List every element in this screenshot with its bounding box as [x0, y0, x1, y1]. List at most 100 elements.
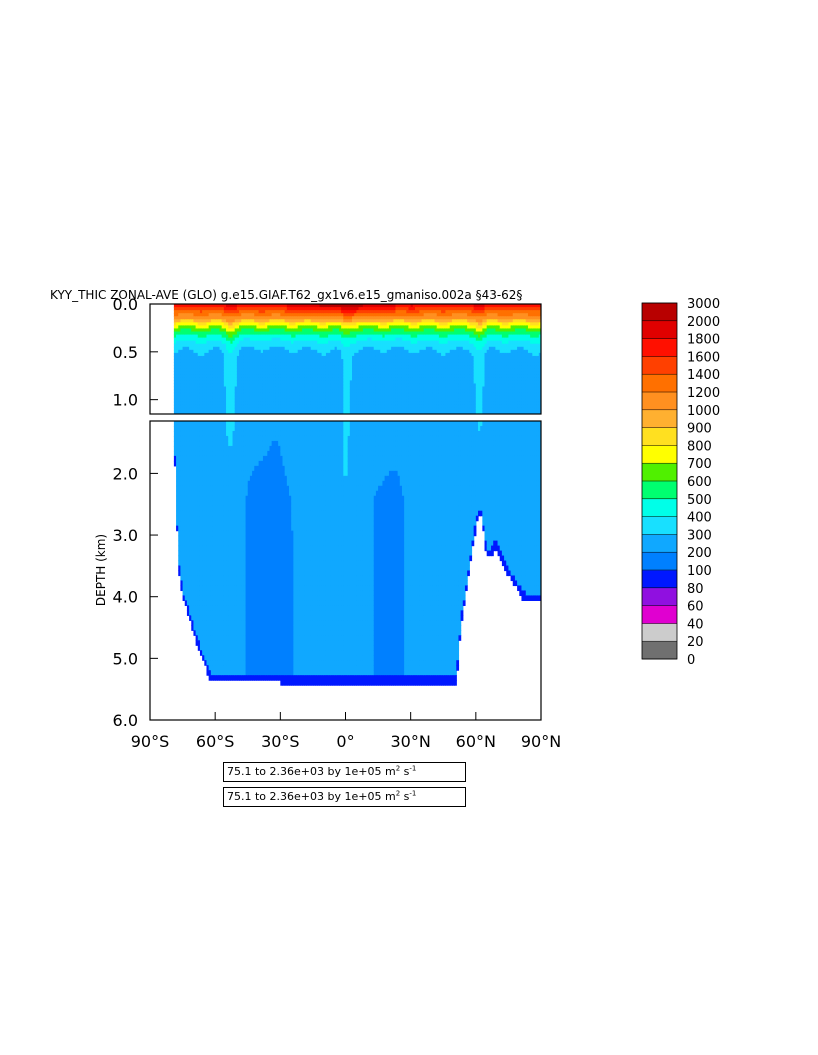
heatmap-cell — [323, 371, 327, 375]
heatmap-cell — [393, 340, 397, 345]
heatmap-cell — [343, 322, 347, 326]
heatmap-cell — [330, 374, 334, 378]
heatmap-cell — [423, 383, 427, 388]
heatmap-cell — [404, 362, 407, 366]
heatmap-cell — [223, 343, 227, 348]
heatmap-cell — [212, 355, 216, 360]
heatmap-cell — [223, 410, 227, 414]
heatmap-cell — [419, 346, 423, 351]
heatmap-cell — [399, 310, 403, 314]
heatmap-cell — [284, 337, 288, 342]
heatmap-cell — [199, 392, 203, 397]
heatmap-cell — [186, 346, 190, 351]
heatmap-cell — [336, 325, 340, 330]
heatmap-cell — [469, 386, 473, 391]
heatmap-cell — [469, 383, 473, 388]
heatmap-cell — [445, 383, 449, 388]
heatmap-cell — [460, 389, 464, 394]
heatmap-cell — [256, 383, 260, 388]
heatmap-cell — [232, 404, 236, 409]
heatmap-cell — [265, 395, 268, 400]
heatmap-cell — [280, 374, 284, 378]
heatmap-cell — [267, 392, 271, 397]
heatmap-cell — [197, 404, 201, 409]
heatmap-cell — [375, 343, 379, 348]
heatmap-cell — [265, 349, 268, 354]
heatmap-cell — [430, 374, 433, 378]
heatmap-cell — [221, 352, 225, 357]
heatmap-cell — [247, 407, 251, 412]
heatmap-cell — [430, 316, 433, 320]
heatmap-cell — [252, 352, 255, 357]
heatmap-cell — [202, 349, 205, 354]
heatmap-cell — [302, 407, 305, 412]
heatmap-cell — [399, 395, 403, 400]
heatmap-cell — [269, 334, 273, 339]
heatmap-cell — [291, 316, 294, 320]
heatmap-cell — [293, 340, 297, 345]
heatmap-cell — [395, 310, 399, 314]
heatmap-cell — [378, 307, 381, 311]
heatmap-cell — [434, 322, 438, 326]
heatmap-cell — [230, 395, 234, 400]
heatmap-cell — [319, 374, 323, 378]
heatmap-cell — [456, 331, 460, 336]
heatmap-cell — [373, 352, 377, 357]
heatmap-cell — [186, 307, 190, 311]
heatmap-cell — [365, 340, 368, 345]
heatmap-cell — [406, 389, 410, 394]
heatmap-cell — [378, 368, 381, 372]
heatmap-cell — [319, 310, 323, 314]
heatmap-cell — [273, 307, 277, 311]
heatmap-cell — [262, 407, 266, 412]
heatmap-cell — [384, 383, 388, 388]
heatmap-cell — [271, 352, 275, 357]
heatmap-cell — [199, 316, 203, 320]
heatmap-cell — [241, 352, 244, 357]
heatmap-cell — [469, 325, 473, 330]
heatmap-cell — [295, 392, 299, 397]
heatmap-cell — [312, 328, 316, 333]
heatmap-cell — [258, 404, 262, 409]
heatmap-cell — [441, 313, 444, 317]
heatmap-cell — [302, 404, 305, 409]
heatmap-cell — [406, 407, 410, 412]
heatmap-cell — [432, 319, 436, 323]
heatmap-cell — [273, 343, 277, 348]
heatmap-cell — [206, 334, 210, 339]
heatmap-cell — [321, 304, 325, 308]
heatmap-cell — [265, 407, 268, 412]
heatmap-cell — [391, 334, 394, 339]
heatmap-cell — [271, 410, 275, 414]
heatmap-cell — [336, 395, 340, 400]
heatmap-cell — [252, 325, 255, 330]
heatmap-cell — [306, 389, 310, 394]
heatmap-cell — [184, 371, 188, 375]
heatmap-cell — [384, 374, 388, 378]
heatmap-cell — [223, 322, 227, 326]
heatmap-cell — [395, 331, 399, 336]
heatmap-cell — [473, 359, 477, 363]
heatmap-cell — [256, 313, 260, 317]
heatmap-cell — [215, 349, 218, 354]
heatmap-cell — [458, 407, 462, 412]
heatmap-cell — [378, 352, 381, 357]
heatmap-cell — [241, 359, 244, 363]
heatmap-cell — [464, 331, 468, 336]
heatmap-cell — [473, 368, 477, 372]
heatmap-cell — [371, 328, 375, 333]
heatmap-cell — [367, 371, 370, 375]
heatmap-cell — [223, 383, 227, 388]
heatmap-cell — [271, 401, 275, 406]
heatmap-cell — [358, 313, 362, 317]
heatmap-cell — [391, 365, 394, 369]
heatmap-cell — [256, 404, 260, 409]
heatmap-cell — [428, 380, 431, 385]
heatmap-cell — [289, 343, 292, 348]
heatmap-cell — [460, 325, 464, 330]
heatmap-cell — [458, 365, 462, 369]
heatmap-cell — [226, 404, 229, 409]
heatmap-cell — [219, 337, 223, 342]
heatmap-cell — [380, 377, 384, 381]
heatmap-cell — [365, 404, 368, 409]
